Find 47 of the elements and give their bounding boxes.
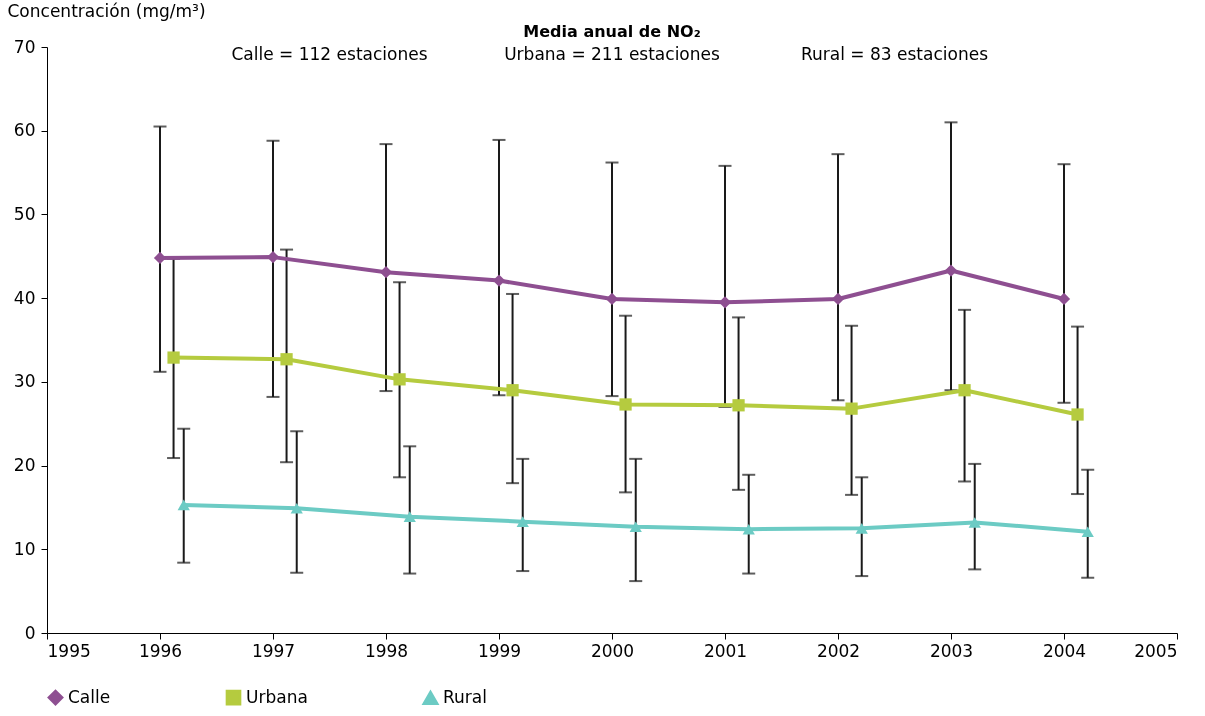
y-tick-label: 70: [13, 36, 36, 57]
point: [1057, 292, 1071, 306]
legend-label: Rural: [443, 687, 487, 708]
legend-label: Urbana: [246, 686, 308, 707]
x-tick-label: 1998: [364, 640, 409, 661]
point: [944, 264, 958, 277]
x-tick-label: 2000: [590, 640, 635, 661]
point: [290, 502, 303, 514]
point: [742, 523, 755, 535]
chart-title: Media anual de NO₂: [523, 22, 701, 41]
legend-label: Calle: [68, 686, 111, 707]
x-tick-label: 1997: [251, 640, 296, 661]
point: [492, 274, 506, 287]
y-tick-label: 0: [24, 622, 36, 643]
point: [280, 353, 293, 366]
point: [605, 292, 619, 306]
x-tick-label: 1999: [477, 640, 522, 661]
x-tick-label: 2001: [703, 640, 748, 661]
y-tick-label: 30: [13, 371, 36, 392]
annotation: Rural = 83 estaciones: [801, 44, 989, 64]
x-tick-label: 2002: [816, 640, 861, 661]
point: [506, 384, 519, 397]
y-axis-title: Concentración (mg/m³): [7, 0, 206, 21]
x-tick-label: 2005: [1134, 640, 1178, 661]
point: [266, 251, 280, 264]
point: [403, 511, 416, 522]
point: [1081, 526, 1094, 538]
y-tick-label: 60: [13, 120, 36, 141]
point: [379, 266, 393, 279]
y-tick-label: 50: [13, 203, 36, 224]
x-tick-label: 2004: [1042, 640, 1087, 661]
point: [718, 296, 732, 309]
y-tick-label: 40: [13, 287, 36, 308]
annotation: Urbana = 211 estaciones: [504, 44, 720, 64]
point: [855, 523, 868, 534]
y-tick-label: 10: [13, 538, 36, 559]
x-tick-label: 1996: [138, 640, 183, 661]
point: [629, 521, 642, 532]
point: [958, 384, 971, 397]
point: [831, 292, 845, 306]
y-tick-label: 20: [13, 455, 36, 476]
point: [516, 516, 529, 527]
annotation: Calle = 112 estaciones: [231, 44, 428, 64]
point: [177, 499, 190, 511]
x-tick-label: 2003: [929, 640, 974, 661]
point: [968, 517, 981, 528]
x-tick-label: 1995: [47, 640, 91, 661]
